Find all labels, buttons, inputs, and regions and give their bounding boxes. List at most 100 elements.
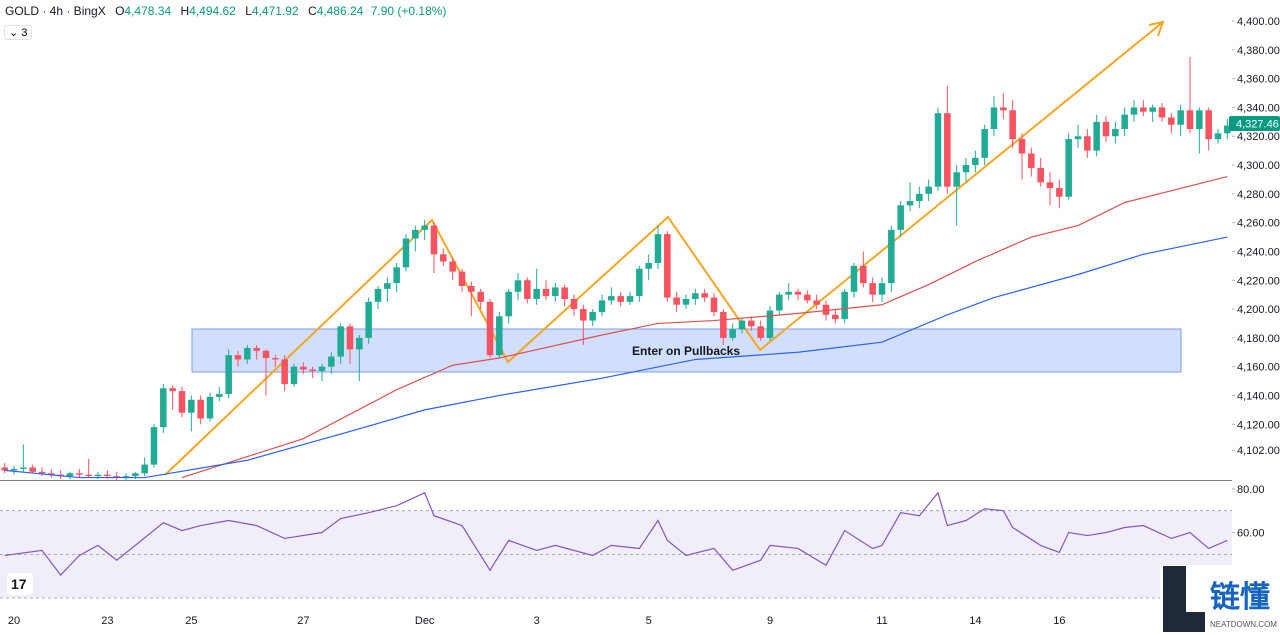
candle-body <box>701 293 708 298</box>
candle-body <box>1084 136 1091 151</box>
candle-body <box>524 280 531 299</box>
candle-body <box>748 320 755 327</box>
y-tick-label: 4,220.00 <box>1237 275 1280 287</box>
candle-body <box>785 291 792 295</box>
candle-body <box>150 427 158 465</box>
candle-body <box>925 186 932 194</box>
candle-body <box>981 129 988 158</box>
candle-body <box>76 473 83 475</box>
close-label: C <box>307 4 317 18</box>
candle-body <box>309 369 316 371</box>
candle-body <box>1074 136 1082 140</box>
candle-body <box>552 287 559 297</box>
y-tick-label: 4,120.00 <box>1237 419 1280 431</box>
candle-body <box>1056 188 1063 197</box>
candle-body <box>290 366 298 384</box>
change: 7.90 (+0.18%) <box>370 4 447 18</box>
tv-logo-bg <box>7 573 33 595</box>
candle-body <box>598 300 606 312</box>
x-tick-label: 9 <box>767 615 773 627</box>
candle-body <box>141 464 148 474</box>
last-price-tag <box>1229 116 1280 131</box>
candle-body <box>188 399 195 413</box>
y-tick-label: 4,200.00 <box>1237 304 1280 316</box>
candle-body <box>281 359 288 384</box>
y-tick-label: 4,300.00 <box>1237 160 1280 172</box>
high-label: H <box>180 4 190 18</box>
candle-body <box>953 172 960 187</box>
candle-body <box>10 468 18 471</box>
y-tick-label: 4,140.00 <box>1237 390 1280 402</box>
candle-body <box>1196 110 1203 130</box>
candle-body <box>617 296 624 302</box>
candle-body <box>29 467 36 472</box>
candle-body <box>608 296 615 301</box>
candle-body <box>94 474 102 477</box>
legend-header: GOLD · 4h · BingX O4,478.34 H4,494.62 L4… <box>5 4 446 18</box>
candle-body <box>1018 139 1026 154</box>
candle-body <box>850 265 858 292</box>
candle-body <box>206 396 214 419</box>
candle-body <box>477 291 484 302</box>
candle-body <box>262 350 270 359</box>
symbol: GOLD · 4h · BingX <box>5 4 106 18</box>
candle-body <box>757 326 764 338</box>
close-value: 4,486.24 <box>316 4 364 18</box>
candle-body <box>1224 125 1231 134</box>
candle-body <box>85 474 92 477</box>
candle-body <box>692 293 699 299</box>
x-tick-label: 25 <box>185 615 197 627</box>
candle-body <box>1028 153 1035 168</box>
low-label: L <box>245 4 252 18</box>
pullback-zone <box>191 328 1182 373</box>
candle-body <box>1177 110 1184 125</box>
brand-name: 链懂 <box>1210 580 1270 614</box>
candle-body <box>328 356 335 367</box>
y-tick-label: 4,340.00 <box>1237 102 1280 114</box>
candle-body <box>178 391 186 413</box>
candle-body <box>934 113 942 187</box>
candle-body <box>962 165 970 173</box>
candle-body <box>1093 121 1100 151</box>
candle-body <box>990 107 998 130</box>
brand-mark <box>1163 566 1205 632</box>
low-value: 4,471.92 <box>251 4 299 18</box>
candle-body <box>654 234 662 263</box>
y-tick-label: 60.00 <box>1237 528 1265 540</box>
candle-body <box>776 294 783 311</box>
candle-body <box>869 283 876 295</box>
candle-body <box>710 297 718 312</box>
candle-body <box>766 310 774 338</box>
candle-body <box>486 301 494 356</box>
indicator-toggle[interactable]: ⌄ 3 <box>4 25 33 40</box>
candle-body <box>1149 107 1156 112</box>
last-price-label: 4,327.46 <box>1236 119 1279 131</box>
candle-body <box>132 473 139 477</box>
x-tick-label: 14 <box>969 615 981 627</box>
candle-body <box>337 326 344 357</box>
candle-body <box>38 471 46 474</box>
candle-body <box>197 399 204 419</box>
candle-body <box>636 268 643 297</box>
candle-body <box>1 467 8 471</box>
candle-body <box>626 296 634 302</box>
candle-body <box>813 300 820 305</box>
candle-body <box>1065 139 1072 197</box>
candle-body <box>1046 182 1054 189</box>
candle-body <box>841 291 848 320</box>
y-tick-label: 4,320.00 <box>1237 131 1280 143</box>
candle-body <box>1009 110 1016 140</box>
candle-body <box>468 286 475 292</box>
candle-body <box>113 476 120 478</box>
candle-body <box>458 271 466 287</box>
candle-body <box>944 113 951 187</box>
y-tick-label: 4,180.00 <box>1237 333 1280 345</box>
candle-body <box>169 388 176 392</box>
candle-body <box>430 225 438 255</box>
candle-body <box>888 229 895 284</box>
candle-body <box>1112 129 1119 137</box>
candle-body <box>234 355 242 360</box>
candle-body <box>542 288 550 297</box>
x-tick-label: 20 <box>8 615 20 627</box>
